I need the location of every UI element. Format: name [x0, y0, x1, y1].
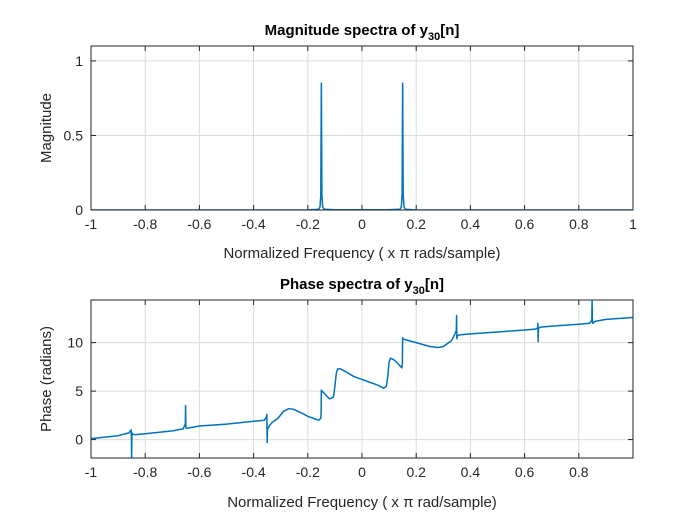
phase-xtick-label: 0.6 [515, 464, 535, 480]
magnitude-xtick-label: -1 [85, 216, 98, 232]
phase-xlabel: Normalized Frequency ( x π rad/sample) [227, 494, 497, 511]
phase-ytick-label: 0 [75, 432, 83, 448]
phase-title: Phase spectra of y30[n] [280, 276, 444, 297]
phase-xtick-label: -0.6 [187, 464, 211, 480]
magnitude-ytick-label: 0.5 [64, 127, 84, 143]
phase-ytick-label: 10 [67, 335, 83, 351]
magnitude-xtick-label: -0.8 [133, 216, 157, 232]
phase-series-line [91, 300, 633, 458]
phase-xtick-label: -0.2 [296, 464, 320, 480]
magnitude-xtick-label: -0.2 [296, 216, 320, 232]
phase-ticks: -1 -0.8 -0.6 -0.4 -0.2 0 0.2 0.4 0.6 0.8 0 5 10 [67, 300, 633, 480]
phase-xtick-label: -0.4 [242, 464, 266, 480]
phase-xtick-label: -0.8 [133, 464, 157, 480]
phase-grid [90, 300, 633, 458]
phase-xtick-label: 0.8 [569, 464, 589, 480]
magnitude-xtick-label: 1 [629, 216, 637, 232]
phase-ytick-label: 5 [75, 383, 83, 399]
magnitude-xtick-label: 0.8 [569, 216, 589, 232]
phase-plot: -1 -0.8 -0.6 -0.4 -0.2 0 0.2 0.4 0.6 0.8 0 5 10 Phas… [38, 276, 634, 511]
magnitude-xtick-label: 0 [358, 216, 366, 232]
phase-xtick-label: 0.2 [406, 464, 426, 480]
phase-ylabel: Phase (radians) [38, 326, 55, 432]
magnitude-ticks: -1 -0.8 -0.6 -0.4 -0.2 0 0.2 0.4 0.6 0.8 1 0 0.5 1 [64, 46, 637, 232]
phase-xtick-label: 0 [358, 464, 366, 480]
phase-xtick-label: -1 [85, 464, 98, 480]
magnitude-title: Magnitude spectra of y30[n] [265, 22, 460, 43]
magnitude-xtick-label: -0.6 [187, 216, 211, 232]
magnitude-xlabel: Normalized Frequency ( x π rads/sample) [223, 245, 500, 262]
magnitude-plot: -1 -0.8 -0.6 -0.4 -0.2 0 0.2 0.4 0.6 0.8 1 0 0.5 1 Ma… [38, 22, 637, 262]
magnitude-xtick-label: -0.4 [242, 216, 266, 232]
magnitude-xtick-label: 0.4 [461, 216, 481, 232]
phase-xtick-label: 0.4 [461, 464, 481, 480]
magnitude-ylabel: Magnitude [38, 93, 55, 163]
magnitude-ytick-label: 0 [75, 202, 83, 218]
magnitude-xtick-label: 0.2 [406, 216, 426, 232]
magnitude-xtick-label: 0.6 [515, 216, 535, 232]
magnitude-ytick-label: 1 [75, 53, 83, 69]
